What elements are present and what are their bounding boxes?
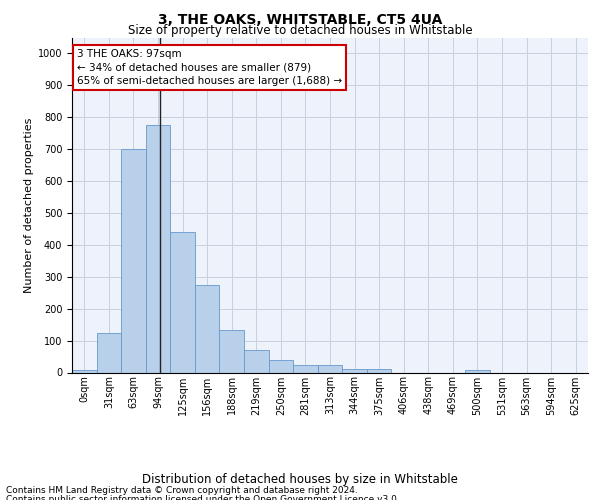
Bar: [465, 370, 490, 372]
Bar: [318, 364, 342, 372]
Text: 3 THE OAKS: 97sqm
← 34% of detached houses are smaller (879)
65% of semi-detache: 3 THE OAKS: 97sqm ← 34% of detached hous…: [77, 49, 342, 86]
Bar: [367, 368, 391, 372]
Bar: [269, 360, 293, 372]
Bar: [170, 232, 195, 372]
Bar: [146, 125, 170, 372]
Text: Contains public sector information licensed under the Open Government Licence v3: Contains public sector information licen…: [6, 495, 400, 500]
Text: Distribution of detached houses by size in Whitstable: Distribution of detached houses by size …: [142, 472, 458, 486]
Text: Size of property relative to detached houses in Whitstable: Size of property relative to detached ho…: [128, 24, 472, 37]
Bar: [220, 330, 244, 372]
Bar: [293, 364, 318, 372]
Text: Contains HM Land Registry data © Crown copyright and database right 2024.: Contains HM Land Registry data © Crown c…: [6, 486, 358, 495]
Y-axis label: Number of detached properties: Number of detached properties: [23, 118, 34, 292]
Bar: [244, 350, 269, 372]
Bar: [97, 332, 121, 372]
Bar: [121, 149, 146, 372]
Bar: [342, 368, 367, 372]
Bar: [195, 285, 220, 372]
Bar: [72, 370, 97, 372]
Text: 3, THE OAKS, WHITSTABLE, CT5 4UA: 3, THE OAKS, WHITSTABLE, CT5 4UA: [158, 12, 442, 26]
